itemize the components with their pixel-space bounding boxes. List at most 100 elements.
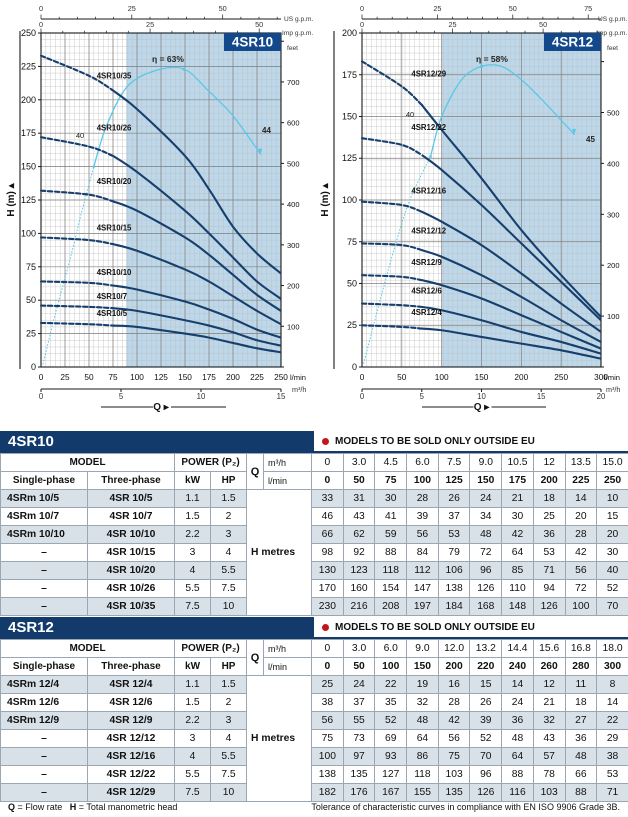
svg-text:4SR10/35: 4SR10/35 (97, 71, 132, 80)
svg-text:500: 500 (287, 159, 300, 168)
svg-text:150: 150 (475, 372, 489, 382)
svg-text:25: 25 (128, 4, 136, 13)
svg-text:5: 5 (119, 392, 124, 401)
svg-text:25: 25 (347, 320, 357, 330)
svg-text:75: 75 (584, 4, 592, 13)
svg-text:4SR12/6: 4SR12/6 (411, 287, 442, 296)
svg-text:125: 125 (342, 153, 357, 163)
svg-text:125: 125 (154, 372, 168, 382)
svg-text:15: 15 (277, 392, 286, 401)
svg-text:Imp g.p.m.: Imp g.p.m. (282, 30, 313, 37)
svg-text:l/min: l/min (290, 373, 306, 382)
svg-text:η = 63%: η = 63% (152, 54, 184, 64)
svg-text:4SR12/22: 4SR12/22 (411, 123, 446, 132)
svg-text:0: 0 (39, 4, 43, 13)
svg-text:0: 0 (360, 20, 364, 29)
svg-text:225: 225 (21, 61, 36, 71)
svg-text:200: 200 (514, 372, 528, 382)
svg-text:125: 125 (21, 195, 36, 205)
svg-text:50: 50 (255, 20, 263, 29)
svg-text:4SR12/29: 4SR12/29 (411, 69, 446, 78)
svg-text:175: 175 (202, 372, 216, 382)
svg-text:US g.p.m.: US g.p.m. (598, 16, 627, 23)
svg-text:H (m) ▴: H (m) ▴ (320, 182, 331, 216)
svg-text:225: 225 (250, 372, 264, 382)
svg-text:45: 45 (586, 135, 595, 144)
svg-text:4SR10/5: 4SR10/5 (97, 309, 128, 318)
svg-text:4SR10/7: 4SR10/7 (97, 292, 127, 301)
svg-text:0: 0 (360, 372, 365, 382)
svg-text:50: 50 (347, 279, 357, 289)
svg-text:200: 200 (287, 282, 300, 291)
svg-text:75: 75 (347, 237, 357, 247)
svg-text:200: 200 (21, 95, 36, 105)
svg-text:75: 75 (108, 372, 118, 382)
svg-text:100: 100 (435, 372, 449, 382)
svg-text:40: 40 (406, 110, 414, 119)
svg-text:100: 100 (607, 312, 620, 321)
svg-text:4SR12/9: 4SR12/9 (411, 258, 442, 267)
svg-text:15: 15 (537, 392, 546, 401)
svg-text:75: 75 (26, 262, 36, 272)
svg-text:175: 175 (21, 128, 36, 138)
svg-text:H (m) ▴: H (m) ▴ (6, 182, 17, 216)
svg-text:5: 5 (420, 392, 425, 401)
svg-text:700: 700 (287, 78, 300, 87)
svg-text:0: 0 (39, 392, 44, 401)
svg-text:100: 100 (287, 322, 300, 331)
svg-text:0: 0 (39, 20, 43, 29)
svg-text:25: 25 (146, 20, 154, 29)
svg-text:4SR10/20: 4SR10/20 (97, 177, 132, 186)
svg-text:200: 200 (226, 372, 240, 382)
svg-text:4SR12/4: 4SR12/4 (411, 308, 442, 317)
svg-text:0: 0 (39, 372, 44, 382)
svg-text:150: 150 (178, 372, 192, 382)
svg-text:0: 0 (352, 362, 357, 372)
svg-text:4SR10/15: 4SR10/15 (97, 224, 132, 233)
svg-text:25: 25 (433, 4, 441, 13)
svg-text:600: 600 (287, 119, 300, 128)
svg-text:m³/h: m³/h (292, 385, 306, 394)
svg-text:4SR10/26: 4SR10/26 (97, 124, 132, 133)
svg-text:500: 500 (607, 109, 620, 118)
svg-text:300: 300 (287, 241, 300, 250)
svg-text:feet: feet (287, 45, 298, 52)
svg-text:m³/h: m³/h (606, 385, 620, 394)
svg-text:150: 150 (342, 112, 357, 122)
svg-text:4SR12/12: 4SR12/12 (411, 226, 446, 235)
svg-text:20: 20 (597, 392, 606, 401)
svg-text:200: 200 (607, 261, 620, 270)
svg-text:4SR12/16: 4SR12/16 (411, 186, 446, 195)
svg-text:25: 25 (448, 20, 456, 29)
svg-text:25: 25 (26, 329, 36, 339)
svg-text:150: 150 (21, 162, 36, 172)
svg-text:250: 250 (274, 372, 288, 382)
svg-text:0: 0 (31, 362, 36, 372)
svg-text:4SR12: 4SR12 (552, 35, 593, 50)
svg-text:US g.p.m.: US g.p.m. (284, 16, 313, 23)
svg-text:40: 40 (76, 131, 84, 140)
svg-text:400: 400 (607, 159, 620, 168)
svg-text:η = 58%: η = 58% (476, 54, 508, 64)
svg-text:300: 300 (607, 210, 620, 219)
svg-text:feet: feet (607, 45, 618, 52)
svg-text:Q ▸: Q ▸ (153, 402, 170, 413)
svg-text:4SR10/10: 4SR10/10 (97, 268, 132, 277)
svg-text:175: 175 (342, 70, 357, 80)
svg-text:Q ▸: Q ▸ (474, 402, 491, 413)
svg-text:10: 10 (477, 392, 486, 401)
svg-text:50: 50 (509, 4, 517, 13)
svg-text:400: 400 (287, 200, 300, 209)
svg-text:25: 25 (60, 372, 70, 382)
svg-text:10: 10 (197, 392, 206, 401)
svg-text:50: 50 (84, 372, 94, 382)
svg-text:100: 100 (130, 372, 144, 382)
svg-text:50: 50 (219, 4, 227, 13)
svg-text:0: 0 (360, 4, 364, 13)
svg-text:0: 0 (360, 392, 365, 401)
svg-text:200: 200 (342, 28, 357, 38)
svg-text:250: 250 (21, 28, 36, 38)
svg-text:4SR10: 4SR10 (232, 35, 273, 50)
svg-text:250: 250 (554, 372, 568, 382)
svg-text:100: 100 (342, 195, 357, 205)
